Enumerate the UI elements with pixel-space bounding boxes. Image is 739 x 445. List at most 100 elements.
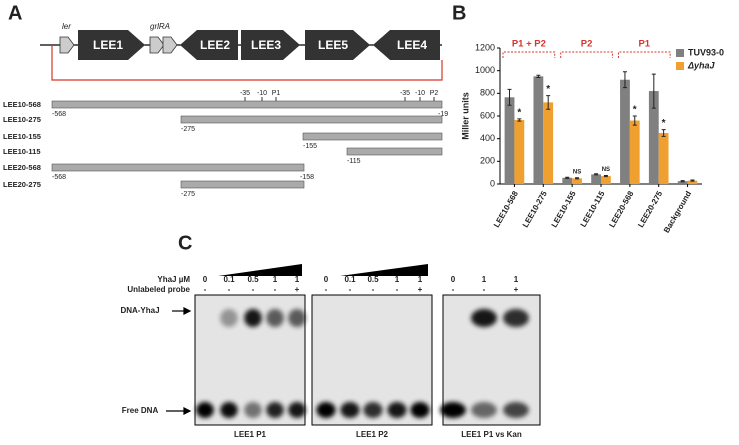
concentration-wedge (218, 264, 302, 276)
lane-probe: - (252, 285, 255, 294)
lane-probe: - (228, 285, 231, 294)
construct-bar (180, 180, 305, 189)
lane-concentration: 0.5 (367, 275, 379, 284)
gel-band (196, 402, 214, 418)
x-tick-label: LEE10-115 (579, 189, 607, 229)
bar (514, 119, 525, 184)
legend-label: TUV93-0 (688, 47, 724, 57)
lane-probe: - (204, 285, 207, 294)
legend-swatch (676, 62, 684, 70)
construct-end: -115 (347, 158, 361, 165)
gene-label: grlRA (150, 22, 170, 31)
error-bar (690, 179, 695, 182)
significance-label: NS (602, 167, 610, 173)
gels: 0-0.1-0.5-1-1+LEE1 P10-0.1-0.5-1-1+LEE1 … (194, 264, 541, 439)
construct-name: LEE10-115 (3, 147, 41, 156)
lane-probe: - (452, 285, 455, 294)
legend-swatch (676, 49, 684, 57)
significance-label: * (633, 105, 637, 116)
significance-label: * (662, 118, 666, 129)
band-label: Free DNA (122, 406, 159, 415)
construct-name: LEE10-275 (3, 115, 41, 124)
group-bracket (560, 51, 613, 58)
gel-band (316, 402, 336, 418)
lane-concentration: 1 (295, 275, 300, 284)
error-bar (603, 175, 608, 178)
promoter-label: P1 (272, 90, 281, 97)
construct-name: LEE20-568 (3, 163, 41, 172)
x-tick-label: LEE10-568 (492, 189, 520, 229)
gel-caption: LEE1 P2 (356, 430, 389, 439)
gel-caption: LEE1 P1 vs Kan (461, 430, 522, 439)
panel-label: C (178, 232, 192, 254)
construct-end: -158 (300, 174, 314, 181)
gel-band (471, 402, 497, 418)
lane-probe: - (274, 285, 277, 294)
y-tick-label: 800 (480, 88, 495, 98)
error-bar (680, 180, 685, 183)
construct-bar (180, 115, 443, 124)
constructs: -35 -10 P1 -35 -10 P2 LEE10-568 -568 -19 LEE10-27… (3, 90, 448, 198)
error-bar (594, 173, 599, 176)
construct-end: -275 (181, 126, 195, 133)
concentration-wedge (340, 264, 428, 276)
error-bar (546, 95, 551, 110)
error-bar (575, 177, 580, 180)
gel-band (471, 309, 497, 327)
gene-label: ler (62, 22, 71, 31)
significance-label: * (546, 84, 550, 95)
lane-concentration: 1 (395, 275, 400, 284)
row-label: Unlabeled probe (127, 285, 190, 294)
promoter-label: -35 (400, 90, 410, 97)
lane-concentration: 0.5 (247, 275, 259, 284)
lane-concentration: 1 (482, 275, 487, 284)
bar (533, 76, 544, 184)
error-bar (632, 115, 637, 126)
promoter-label: P2 (430, 90, 439, 97)
gel-band (244, 402, 262, 418)
gel-band (220, 402, 238, 418)
gel-band (363, 402, 383, 418)
gel-band (266, 309, 284, 327)
error-bar (536, 74, 541, 78)
x-tick-label: Background (662, 189, 693, 234)
construct-end: -155 (303, 143, 317, 150)
gel-band (503, 309, 529, 327)
promoter-label: -10 (415, 90, 425, 97)
gel-band (266, 402, 284, 418)
operon-label: LEE2 (200, 38, 230, 52)
error-bar (651, 73, 656, 109)
error-bar (507, 88, 512, 106)
bar (677, 181, 688, 184)
x-tick-label: LEE20-275 (636, 189, 664, 229)
construct-bar (302, 132, 443, 141)
construct-name: LEE20-275 (3, 180, 41, 189)
panel-label: B (452, 2, 466, 24)
significance-label: * (517, 107, 521, 118)
gel-band (387, 402, 407, 418)
lane-concentration: 1 (418, 275, 423, 284)
group-label: P1 + P2 (512, 39, 546, 50)
significance-label: NS (573, 169, 581, 175)
x-tick-label: LEE10-275 (521, 189, 549, 229)
gel-band (410, 402, 430, 418)
lane-concentration: 0 (324, 275, 329, 284)
bar (658, 133, 669, 184)
bar (687, 180, 698, 184)
construct-end: -275 (181, 191, 195, 198)
lane-concentration: 0.1 (344, 275, 356, 284)
error-bar (661, 129, 666, 137)
group-bracket (502, 51, 556, 58)
lane-concentration: 1 (273, 275, 278, 284)
bar (601, 176, 611, 184)
panel-label: A (8, 2, 22, 24)
error-bar (565, 176, 570, 179)
bar (648, 91, 659, 184)
bar (562, 177, 573, 184)
error-bar (622, 71, 627, 89)
lane-concentration: 0 (203, 275, 208, 284)
construct-bar (51, 100, 443, 109)
y-tick-label: 600 (480, 110, 495, 120)
gel-band (220, 309, 238, 327)
